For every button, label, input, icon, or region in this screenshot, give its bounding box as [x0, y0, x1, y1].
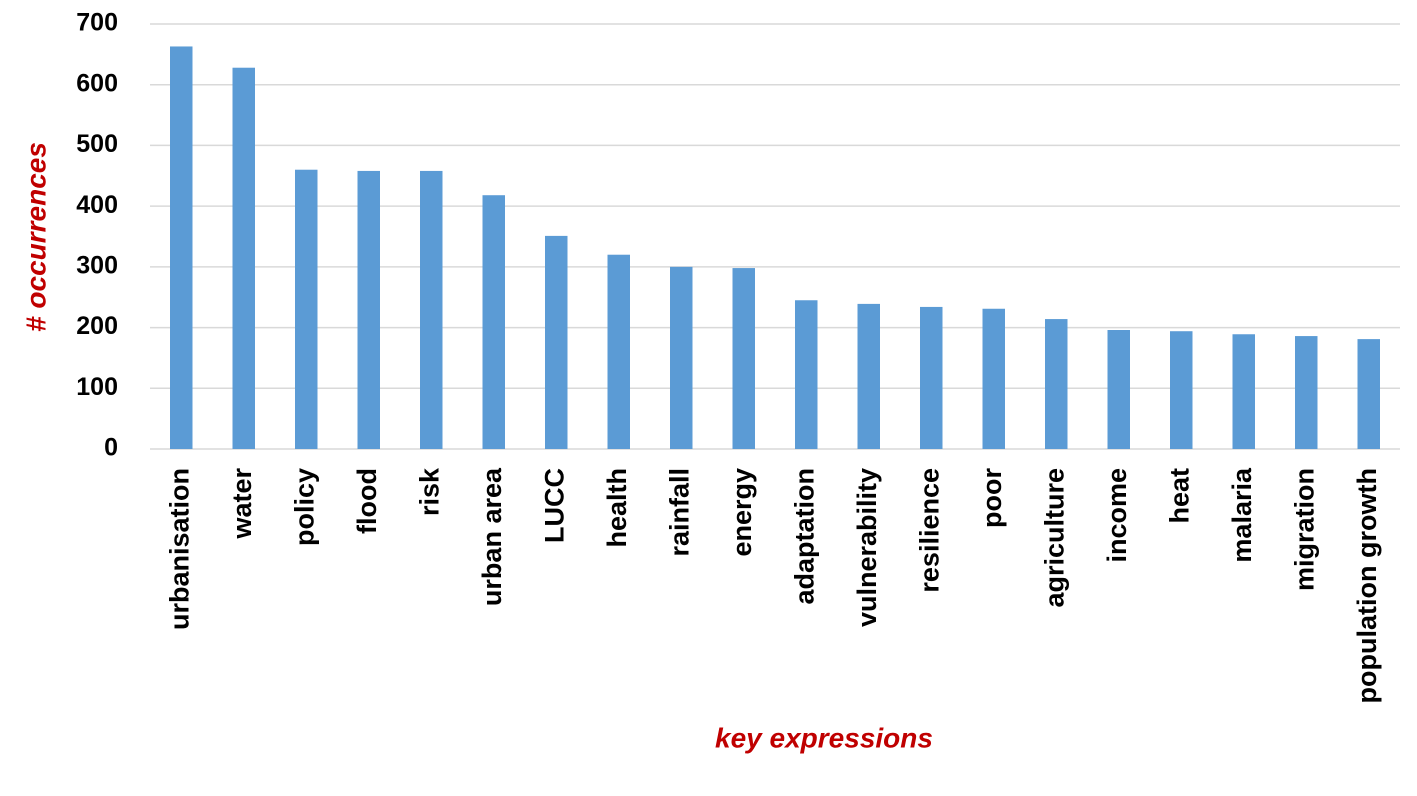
x-tick-label: income — [1102, 468, 1132, 563]
y-tick-label: 500 — [76, 130, 118, 158]
bar — [357, 170, 380, 449]
bar — [295, 169, 318, 449]
y-tick-label: 200 — [76, 312, 118, 340]
bar — [1232, 334, 1255, 449]
x-tick-label: population growth — [1352, 468, 1382, 703]
y-tick-label: 100 — [76, 373, 118, 401]
y-tick-label: 700 — [76, 9, 118, 37]
x-tick-label: policy — [289, 468, 319, 546]
bar — [857, 303, 880, 449]
x-tick-label: adaptation — [789, 468, 819, 605]
x-tick-label: heat — [1164, 468, 1194, 524]
bar — [732, 268, 755, 449]
x-tick-label: urban area — [477, 467, 507, 606]
x-tick-label: poor — [977, 468, 1007, 528]
bar — [482, 195, 505, 449]
y-tick-label: 300 — [76, 251, 118, 279]
bar — [607, 254, 630, 449]
bar — [1045, 319, 1068, 449]
x-axis-title: key expressions — [715, 722, 933, 753]
bar — [420, 170, 443, 449]
x-tick-label: resilience — [914, 468, 944, 593]
x-tick-label: vulnerability — [852, 468, 882, 627]
bar — [670, 266, 693, 449]
x-tick-label: malaria — [1227, 467, 1257, 563]
bar — [920, 306, 943, 449]
x-tick-label: health — [602, 468, 632, 548]
bar — [1295, 336, 1318, 449]
y-axis-title: # occurrences — [20, 142, 51, 332]
bar — [1357, 339, 1380, 449]
bar — [232, 67, 255, 449]
x-tick-label: migration — [1289, 468, 1319, 591]
y-tick-label: 600 — [76, 69, 118, 97]
bar — [545, 235, 568, 449]
bar — [1170, 331, 1193, 449]
bar — [1107, 330, 1130, 449]
x-tick-label: rainfall — [664, 468, 694, 557]
bar — [982, 308, 1005, 449]
x-tick-label: urbanisation — [164, 468, 194, 630]
x-tick-label: LUCC — [539, 468, 569, 543]
bar — [795, 300, 818, 449]
x-tick-label: risk — [414, 467, 444, 516]
x-tick-label: water — [227, 468, 257, 540]
x-tick-label: energy — [727, 468, 757, 557]
x-tick-label: flood — [352, 468, 382, 534]
y-tick-label: 400 — [76, 191, 118, 219]
bar — [170, 46, 193, 449]
y-tick-label: 0 — [104, 434, 118, 462]
x-tick-label: agriculture — [1039, 468, 1069, 608]
